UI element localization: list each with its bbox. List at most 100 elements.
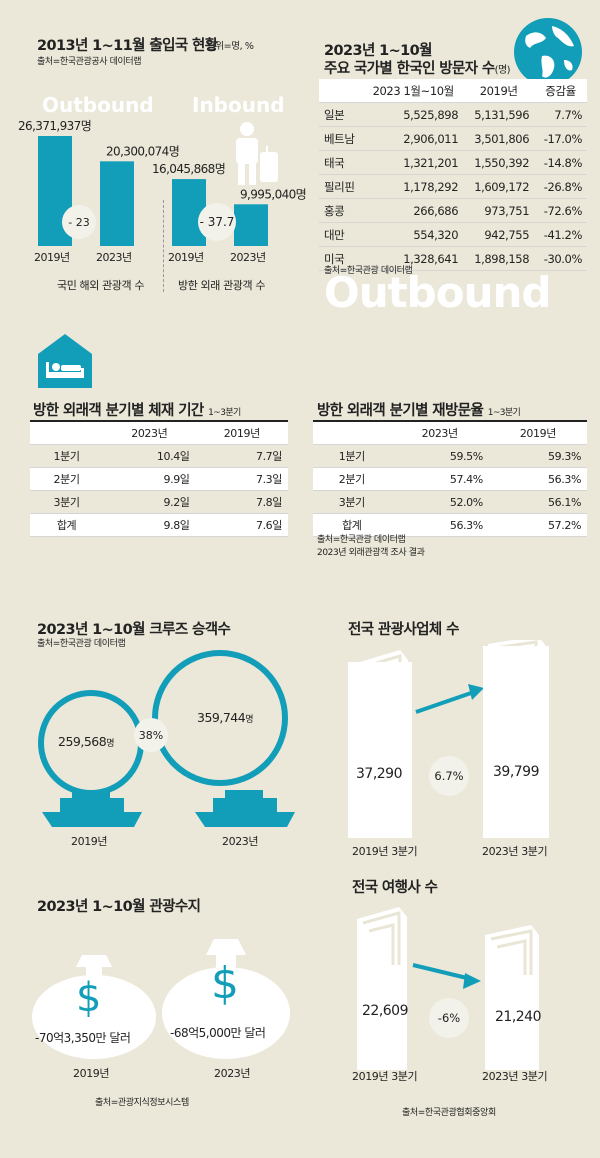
table-cell: 필리핀 (319, 174, 364, 199)
table-cell: 2분기 (30, 467, 104, 491)
table-cell: 3,501,806 (463, 126, 535, 151)
table-row: 대만 554,320 942,755 -41.2% (319, 222, 587, 247)
outbound-change-value: - 23 (68, 215, 90, 229)
table-cell: 59.3% (488, 444, 587, 468)
table-cell: -41.2% (534, 222, 587, 247)
table-cell: 554,320 (363, 222, 464, 247)
building-after-body (483, 646, 549, 838)
section4-rule (313, 420, 587, 422)
outbound-change-badge: - 23 (62, 205, 96, 239)
table-cell: 7.7일 (195, 444, 288, 468)
table-row: 1분기 10.4일 7.7일 (30, 444, 288, 468)
cruise-2023-value: 359,744명 (197, 710, 253, 725)
table-cell: 5,525,898 (363, 102, 464, 127)
table-cell: 베트남 (319, 126, 364, 151)
agency-change-badge: -6% (429, 998, 469, 1038)
section4-source-line1: 출처=한국관광 데이터랩 (317, 535, 406, 545)
cruise-2023-unit: 명 (245, 715, 253, 725)
country-table-header-cell: 2019년 (463, 79, 535, 103)
revisit-rate-table: 2023년 2019년 1분기 59.5% 59.3% 2분기 57.4% 56.3% 3분기 5… (313, 422, 587, 537)
table-cell: 홍콩 (319, 198, 364, 223)
growth-arrow-line (415, 690, 475, 714)
hotel-bed-icon (38, 334, 92, 388)
inbound-caption: 방한 외래 관광객 수 (178, 279, 266, 292)
table-header-cell: 2019년 (195, 422, 288, 445)
cruise-2019-number: 259,568 (58, 734, 107, 749)
section2-title-unit: (명) (494, 65, 511, 76)
inbound-ghost-word: Inbound (192, 93, 285, 117)
table-cell: 3분기 (30, 490, 104, 514)
table-cell: -26.8% (534, 174, 587, 199)
table-cell: 10.4일 (103, 444, 196, 468)
bag-2019-neck (76, 955, 112, 967)
cruise-change-badge: 38% (134, 718, 168, 752)
bar-value-label: 9,995,040명 (240, 187, 306, 201)
section3-title-sub: 1~3분기 (208, 408, 241, 418)
bar-value-label: 20,300,074명 (106, 144, 179, 158)
table-cell: 942,755 (463, 222, 535, 247)
table-row: 합계 56.3% 57.2% (313, 513, 587, 537)
table-cell: 1,178,292 (363, 174, 464, 199)
section1-unit: 단위=명, % (207, 41, 254, 52)
table-cell: 1,321,201 (363, 150, 464, 175)
business-change-badge: 6.7% (429, 756, 469, 796)
table-cell: -30.0% (534, 246, 587, 271)
section1-title: 2013년 1~11월 출입국 현황 (37, 38, 218, 54)
section1-divider (163, 200, 164, 292)
section4-source-line2: 2023년 외래관광객 조사 결과 (317, 548, 425, 558)
agency-before-value: 22,609 (362, 1003, 409, 1019)
table-cell: 57.2% (488, 513, 587, 537)
inbound-change-badge: - 37.7 (198, 203, 236, 241)
country-table-header-cell: 2023 1월~10월 (363, 79, 464, 103)
table-row: 일본 5,525,898 5,131,596 7.7% (319, 102, 587, 127)
section8-source: 출처=한국관광협회중앙회 (402, 1108, 496, 1118)
table-row: 1분기 59.5% 59.3% (313, 444, 587, 468)
cruise-2019-unit: 명 (106, 739, 114, 749)
dollar-icon-2023: $ (211, 958, 239, 1009)
table-row: 2분기 9.9일 7.3일 (30, 467, 288, 491)
table-cell: 2분기 (313, 467, 391, 491)
table-cell: -72.6% (534, 198, 587, 223)
globe-icon (514, 18, 582, 86)
section2-source: 출처=한국관광 데이터랩 (324, 266, 413, 276)
table-header: 2023년 2019년 (30, 422, 288, 445)
table-cell: 1,328,641 (363, 246, 464, 271)
table-cell: 2,906,011 (363, 126, 464, 151)
agency-change-value: -6% (437, 1011, 461, 1025)
growth-arrow-head (468, 684, 484, 700)
money-bags (32, 939, 290, 1059)
outbound-ghost-word: Outbound (42, 93, 154, 117)
money-bag-icon-2023 (162, 967, 290, 1059)
table-cell: 56.3% (390, 513, 489, 537)
decline-arrow-line (412, 963, 472, 981)
agency-after-label: 2023년 3분기 (482, 1070, 548, 1083)
dollar-icon-2019: $ (76, 975, 102, 1021)
bar-category-label: 2023년 (96, 251, 132, 264)
table-row: 필리핀 1,178,292 1,609,172 -26.8% (319, 174, 587, 199)
cruise-change-value: 38% (138, 728, 164, 742)
table-header-cell: 2019년 (488, 422, 587, 445)
table-cell: 1,609,172 (463, 174, 535, 199)
bar-category-label: 2019년 (168, 251, 204, 264)
table-cell: 9.8일 (103, 513, 196, 537)
table-cell: 9.2일 (103, 490, 196, 514)
agency-before-label: 2019년 3분기 (352, 1070, 418, 1083)
balance-2019-label: 2019년 (73, 1067, 110, 1080)
table-cell: 미국 (319, 246, 364, 271)
table-row: 미국 1,328,641 1,898,158 -30.0% (319, 246, 587, 271)
table-row: 합계 9.8일 7.6일 (30, 513, 288, 537)
bar-value-label: 26,371,937명 (18, 119, 91, 133)
section5-source: 출처=한국관광 데이터랩 (37, 639, 126, 649)
business-before-value: 37,290 (356, 766, 403, 782)
section4-title: 방한 외래객 분기별 재방문율 1~3분기 (317, 399, 521, 420)
inbound-change-value: - 37.7 (199, 215, 235, 229)
cruise-ship-icon-2023 (195, 790, 295, 827)
table-cell: 1분기 (313, 444, 391, 468)
agency-after-value: 21,240 (495, 1009, 542, 1025)
table-cell: -17.0% (534, 126, 587, 151)
table-header-cell (313, 422, 391, 445)
business-before-label: 2019년 3분기 (352, 845, 418, 858)
table-cell: 973,751 (463, 198, 535, 223)
table-header-cell: 2023년 (390, 422, 489, 445)
section5-title: 2023년 1~10월 크루즈 승객수 (37, 622, 231, 638)
